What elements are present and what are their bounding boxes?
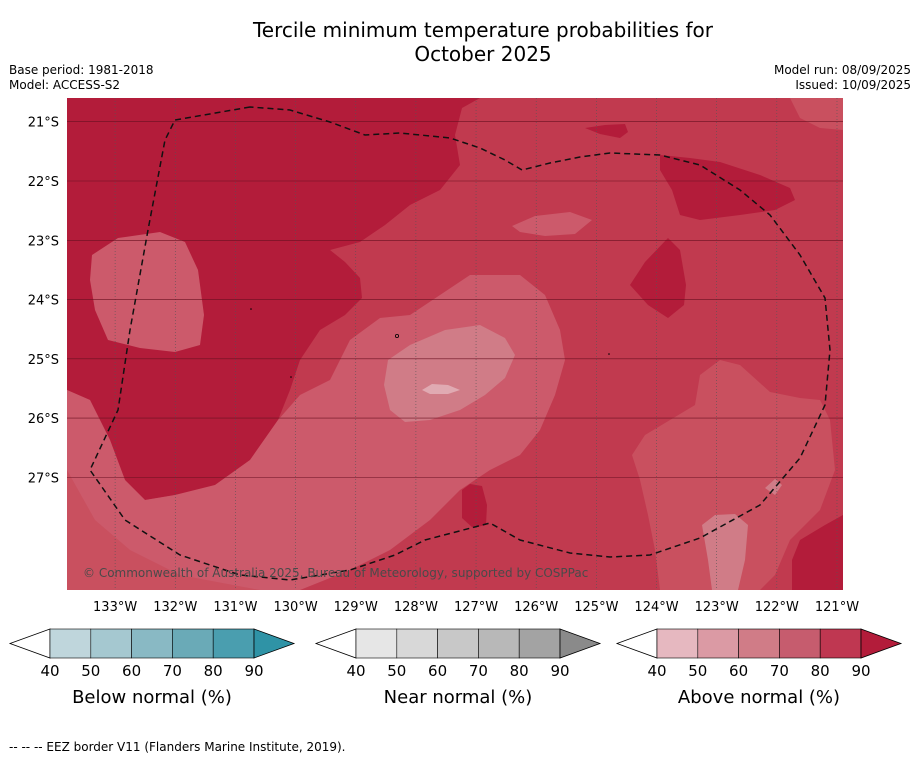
latitude-label: 21°S [28, 116, 59, 131]
colorbar-segment [49, 628, 92, 659]
longitude-label: 132°W [153, 600, 197, 615]
colorbar-tick-label: 40 [346, 662, 365, 680]
colorbar-tick-label: 90 [244, 662, 263, 680]
longitude-label: 131°W [213, 600, 257, 615]
eez-footnote: -- -- -- EEZ border V11 (Flanders Marine… [9, 740, 346, 754]
colorbar-tick-label: 40 [647, 662, 666, 680]
colorbar-segment [478, 628, 520, 659]
colorbar-tick-label: 50 [387, 662, 406, 680]
chart-title: Tercile minimum temperature probabilitie… [0, 18, 919, 66]
colorbar-segment [212, 628, 255, 659]
colorbar-tick-label: 60 [122, 662, 141, 680]
colorbar-tick-label: 70 [163, 662, 182, 680]
island-marker [250, 308, 252, 310]
field-above-60-west-blob [90, 232, 204, 352]
colorbar-segment [819, 628, 862, 659]
colorbar-segment [437, 628, 479, 659]
colorbar-tick-label: 80 [204, 662, 223, 680]
colorbar-tick-label: 60 [428, 662, 447, 680]
colorbar-segment [518, 628, 561, 659]
latitude-label: 22°S [28, 175, 59, 190]
field-above-80-east [630, 238, 686, 318]
colorbar-min-arrow [8, 628, 51, 659]
colorbar-tick-label: 70 [770, 662, 789, 680]
colorbar-tick-label: 40 [40, 662, 59, 680]
colorbar-1: 40 50 60 70 80 90 Below normal (%) [8, 628, 296, 708]
colorbar-segment [90, 628, 132, 659]
model-name: Model: ACCESS-S2 [9, 78, 121, 92]
colorbar-max-arrow [253, 628, 296, 659]
field-above-80-west [67, 98, 480, 500]
longitude-label: 130°W [274, 600, 318, 615]
field-above-80-se [792, 515, 843, 590]
latitude-label: 25°S [28, 353, 59, 368]
longitude-label: 129°W [334, 600, 378, 615]
field-above-60-small-ne [512, 212, 592, 236]
longitude-label: 127°W [454, 600, 498, 615]
graticule [67, 98, 843, 590]
colorbar-segment [131, 628, 173, 659]
field-above-60-se [632, 360, 835, 590]
colorbar-segment [779, 628, 821, 659]
longitude-label: 122°W [755, 600, 799, 615]
base-period: Base period: 1981-2018 [9, 63, 154, 77]
latitude-label: 23°S [28, 234, 59, 249]
longitude-label: 133°W [93, 600, 137, 615]
field-above-50-centre [384, 325, 515, 422]
latitude-label: 26°S [28, 412, 59, 427]
meta-right: Model run: 08/09/2025 Issued: 10/09/2025 [774, 63, 911, 93]
colorbar-tick-label: 50 [688, 662, 707, 680]
colorbar-tick-label: 50 [81, 662, 100, 680]
longitude-labels: 133°W 132°W 131°W 130°W 129°W 128°W 127°W 126°W… [93, 600, 859, 615]
colorbar-segment [396, 628, 438, 659]
island-marker [290, 376, 292, 378]
colorbar-tick-label: 60 [729, 662, 748, 680]
colorbar-3: 40 50 60 70 80 90 Above normal (%) [615, 628, 903, 708]
island-marker [394, 333, 399, 338]
colorbar-tick-label: 70 [469, 662, 488, 680]
longitude-label: 125°W [574, 600, 618, 615]
field-above-50-se [702, 514, 748, 590]
eez-border [89, 106, 831, 581]
colorbar-segment [172, 628, 214, 659]
colorbar-max-arrow [860, 628, 903, 659]
longitude-label: 126°W [514, 600, 558, 615]
probability-field [67, 98, 843, 590]
colorbar-tick-label: 90 [550, 662, 569, 680]
title-line-1: Tercile minimum temperature probabilitie… [252, 18, 714, 42]
copyright-text: © Commonwealth of Australia 2025, Bureau… [83, 566, 588, 580]
field-above-80-small-n [585, 124, 628, 138]
colorbar-min-arrow [615, 628, 658, 659]
colorbar-segment [697, 628, 739, 659]
colorbar-2: 40 50 60 70 80 90 Near normal (%) [314, 628, 602, 708]
longitude-label: 123°W [695, 600, 739, 615]
latitude-label: 24°S [28, 294, 59, 309]
colorbar-title: Below normal (%) [72, 687, 232, 708]
longitude-label: 121°W [815, 600, 859, 615]
latitude-label: 27°S [28, 471, 59, 486]
colorbar-title: Above normal (%) [678, 687, 840, 708]
field-above-40-centre [422, 384, 460, 394]
meta-left: Base period: 1981-2018 Model: ACCESS-S2 [9, 63, 154, 93]
colorbars: 40 50 60 70 80 90 Below normal (%) 40 50 60 70 80 90… [8, 628, 903, 708]
colorbar-segment [738, 628, 780, 659]
field-above-80-ne [660, 155, 795, 220]
colorbar-tick-label: 80 [510, 662, 529, 680]
island-marker [608, 353, 610, 355]
colorbar-segment [656, 628, 699, 659]
colorbar-tick-label: 80 [811, 662, 830, 680]
latitude-labels: 21°S 22°S 23°S 24°S 25°S 26°S 27°S [28, 116, 59, 487]
colorbar-max-arrow [559, 628, 602, 659]
longitude-label: 128°W [394, 600, 438, 615]
model-run: Model run: 08/09/2025 [773, 63, 911, 77]
colorbar-tick-label: 90 [851, 662, 870, 680]
longitude-label: 124°W [634, 600, 678, 615]
title-line-2: October 2025 [414, 42, 552, 66]
colorbar-segment [355, 628, 398, 659]
field-above-80-south [462, 484, 487, 528]
issued-date: Issued: 10/09/2025 [795, 78, 911, 92]
colorbar-min-arrow [314, 628, 357, 659]
colorbar-title: Near normal (%) [384, 687, 533, 708]
map-figure: © Commonwealth of Australia 2025, Bureau… [8, 98, 903, 708]
